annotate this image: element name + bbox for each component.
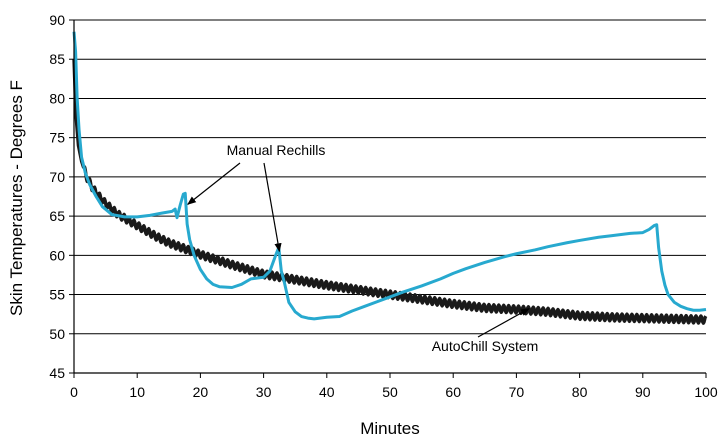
series-lines <box>72 31 708 325</box>
y-tick-label: 50 <box>49 326 65 342</box>
x-tick-label: 0 <box>70 384 78 400</box>
annotations: Manual Rechills AutoChill System <box>187 142 539 354</box>
x-tick-label: 10 <box>129 384 145 400</box>
y-tick-label: 90 <box>49 12 65 28</box>
y-tick-label: 45 <box>49 365 65 381</box>
x-tick-label: 50 <box>382 384 398 400</box>
x-tick-label: 100 <box>694 384 718 400</box>
x-tick-label: 40 <box>319 384 335 400</box>
y-tick-label: 65 <box>49 208 65 224</box>
x-axis-label: Minutes <box>360 419 420 438</box>
tick-labels: 45 50 55 60 65 70 75 80 85 90 0 10 20 30 40 50 60 70 80 90 1… <box>49 12 717 400</box>
annotation-arrow <box>263 162 282 253</box>
y-axis-label: Skin Temperatures - Degrees F <box>7 80 26 316</box>
axes <box>69 19 707 378</box>
x-tick-label: 30 <box>256 384 272 400</box>
y-tick-label: 55 <box>49 287 65 303</box>
annotation-arrow <box>187 162 241 205</box>
x-tick-label: 80 <box>572 384 588 400</box>
gridlines <box>74 19 706 335</box>
x-tick-label: 60 <box>445 384 461 400</box>
autochill-series-line <box>72 59 708 325</box>
x-tick-label: 70 <box>509 384 525 400</box>
y-tick-label: 75 <box>49 130 65 146</box>
manual-series-line <box>72 31 707 321</box>
y-tick-label: 60 <box>49 247 65 263</box>
x-tick-label: 90 <box>635 384 651 400</box>
annotation-manual-rechills: Manual Rechills <box>227 142 326 158</box>
y-tick-label: 80 <box>49 90 65 106</box>
y-tick-label: 70 <box>49 169 65 185</box>
annotation-arrow <box>477 308 530 338</box>
annotation-autochill-system: AutoChill System <box>432 338 539 354</box>
x-tick-label: 20 <box>193 384 209 400</box>
y-tick-label: 85 <box>49 51 65 67</box>
